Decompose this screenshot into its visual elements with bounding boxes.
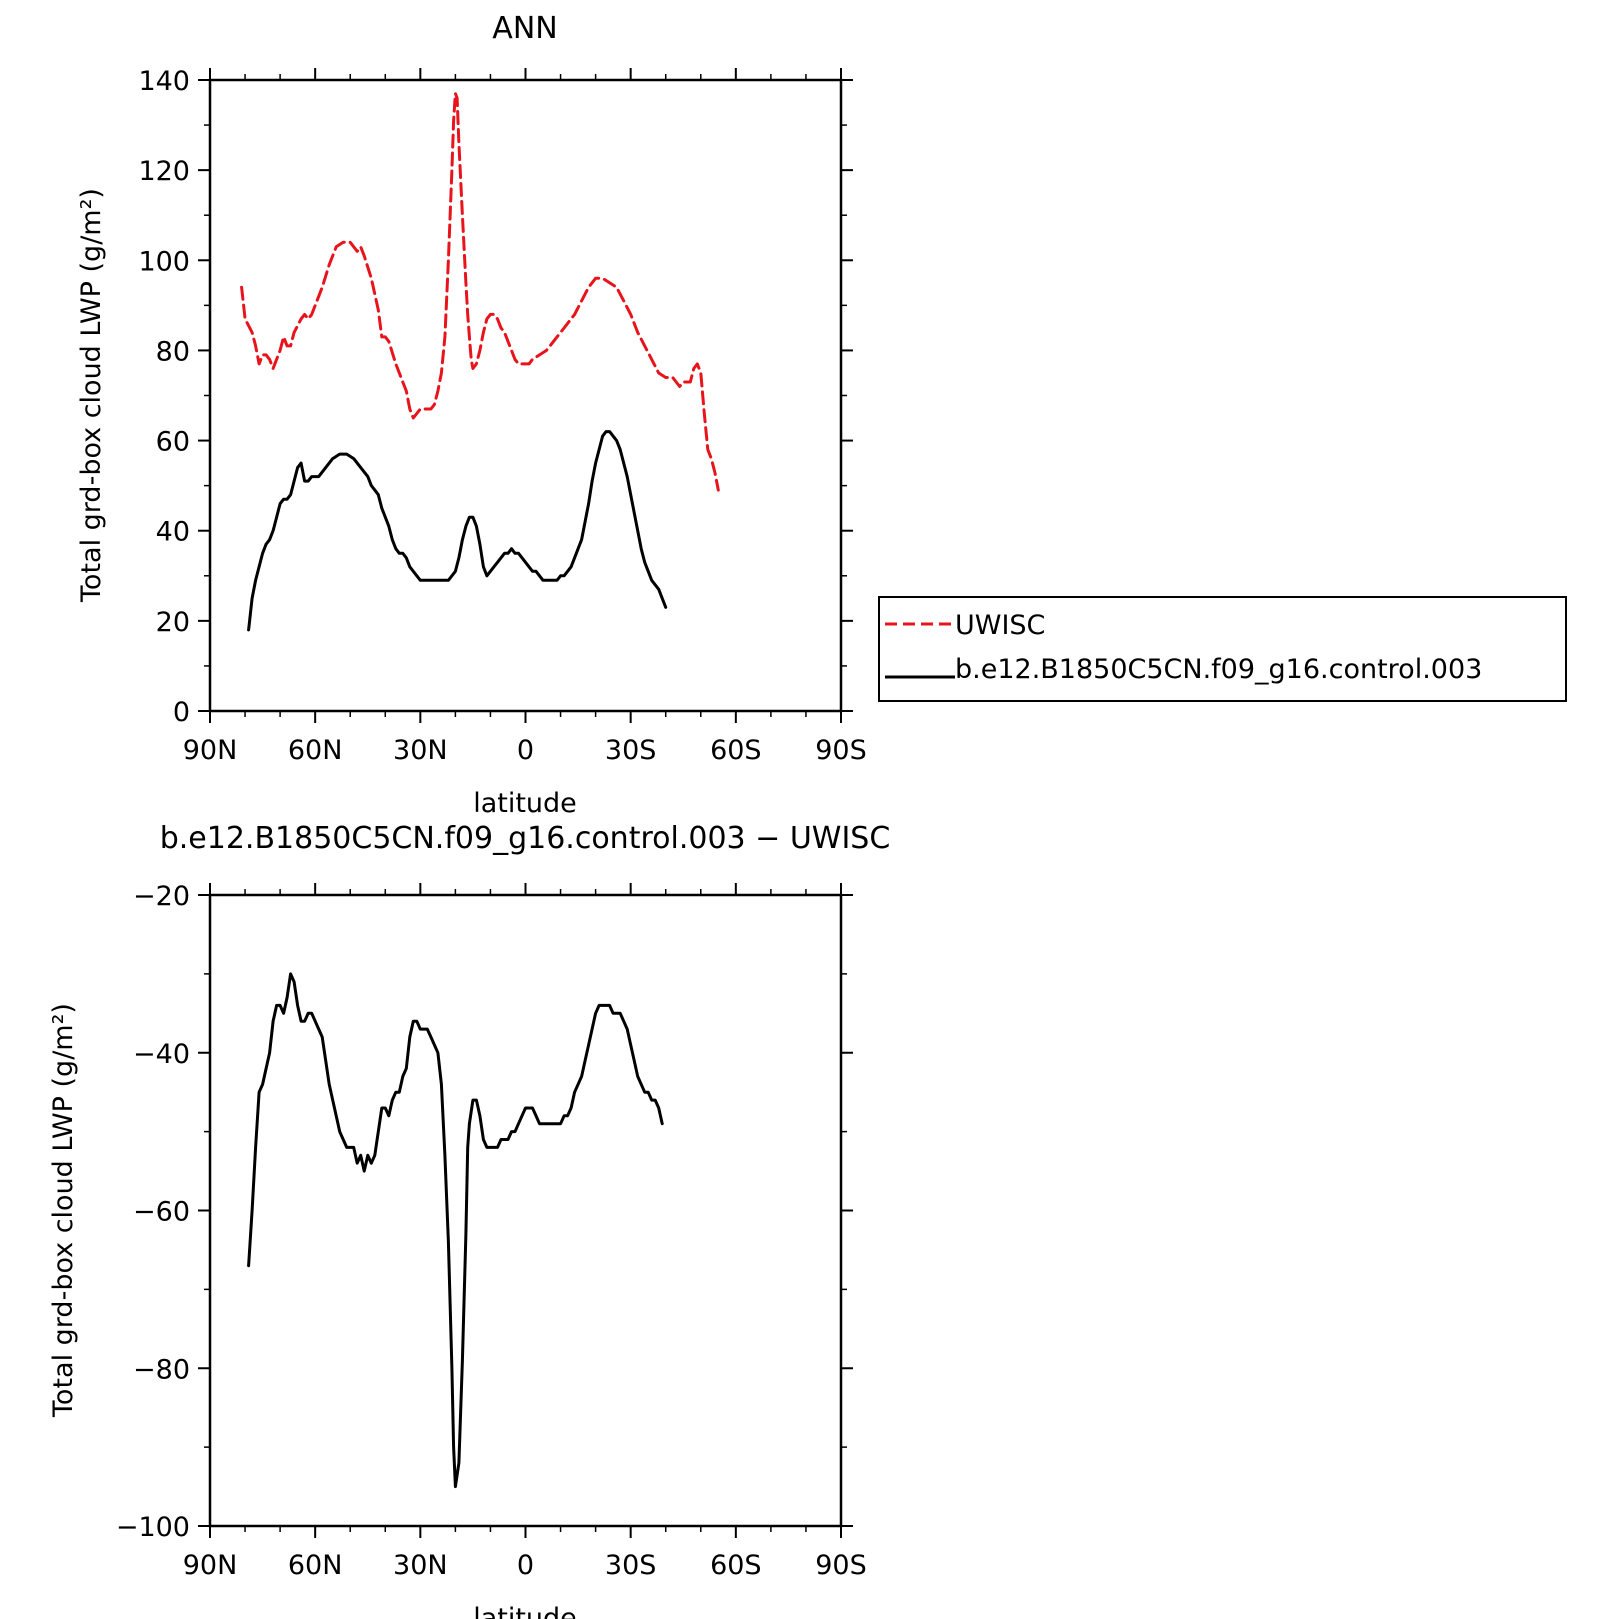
x-tick-label: 60S <box>710 1550 762 1581</box>
top-line-chart: ANN 90N 60N 30N 0 30S 60S 90S 0 20 40 60 80 100 120 1… <box>76 11 867 819</box>
x-tick-label: 30N <box>393 735 448 766</box>
x-tick-label: 90N <box>183 735 238 766</box>
x-tick-label: 90N <box>183 1550 238 1581</box>
x-tick-label: 90S <box>815 1550 867 1581</box>
legend-frame <box>878 596 1567 702</box>
bottom-x-axis-label: latitude <box>473 1603 577 1619</box>
top-x-axis-label: latitude <box>473 788 577 819</box>
bottom-series-group <box>247 972 664 1489</box>
y-tick-label: 40 <box>156 517 190 548</box>
top-x-tick-labels: 90N 60N 30N 0 30S 60S 90S <box>183 735 867 766</box>
top-chart-title: ANN <box>492 11 557 46</box>
y-tick-label: −60 <box>133 1197 190 1228</box>
x-tick-label: 60N <box>288 735 343 766</box>
y-tick-label: 80 <box>156 336 190 367</box>
y-tick-label: 120 <box>138 156 190 187</box>
top-y-axis-label: Total grd-box cloud LWP (g/m²) <box>76 188 107 603</box>
x-tick-label: 30N <box>393 1550 448 1581</box>
y-tick-label: −40 <box>133 1039 190 1070</box>
x-tick-label: 0 <box>517 735 534 766</box>
y-tick-label: 0 <box>173 697 190 728</box>
top-plot-frame <box>208 78 843 713</box>
x-tick-label: 60S <box>710 735 762 766</box>
top-series-line-0 <box>240 92 720 492</box>
x-tick-label: 60N <box>288 1550 343 1581</box>
bottom-y-tick-labels: −20 −40 −60 −80 −100 <box>116 881 190 1543</box>
y-tick-label: −100 <box>116 1512 190 1543</box>
y-tick-label: −80 <box>133 1354 190 1385</box>
x-tick-label: 0 <box>517 1550 534 1581</box>
top-y-tick-labels: 0 20 40 60 80 100 120 140 <box>138 66 190 728</box>
bottom-line-chart: b.e12.B1850C5CN.f09_g16.control.003 − UW… <box>48 821 890 1619</box>
top-series-line-1 <box>247 430 668 632</box>
legend: UWISC b.e12.B1850C5CN.f09_g16.control.00… <box>878 596 1567 702</box>
bottom-axis-ticks <box>198 883 853 1538</box>
bottom-x-tick-labels: 90N 60N 30N 0 30S 60S 90S <box>183 1550 867 1581</box>
y-tick-label: 140 <box>138 66 190 97</box>
legend-label-control: b.e12.B1850C5CN.f09_g16.control.003 <box>955 654 1482 685</box>
legend-label-uwisc: UWISC <box>955 610 1045 641</box>
x-tick-label: 90S <box>815 735 867 766</box>
y-tick-label: −20 <box>133 881 190 912</box>
top-series-group <box>240 92 720 632</box>
y-tick-label: 100 <box>138 246 190 277</box>
x-tick-label: 30S <box>605 1550 657 1581</box>
bottom-y-axis-label: Total grd-box cloud LWP (g/m²) <box>48 1003 79 1418</box>
y-tick-label: 60 <box>156 427 190 458</box>
bottom-plot-frame <box>208 893 843 1528</box>
bottom-series-line-0 <box>247 972 664 1489</box>
bottom-chart-title: b.e12.B1850C5CN.f09_g16.control.003 − UW… <box>160 821 891 856</box>
y-tick-label: 20 <box>156 607 190 638</box>
top-axis-ticks <box>198 68 853 723</box>
x-tick-label: 30S <box>605 735 657 766</box>
